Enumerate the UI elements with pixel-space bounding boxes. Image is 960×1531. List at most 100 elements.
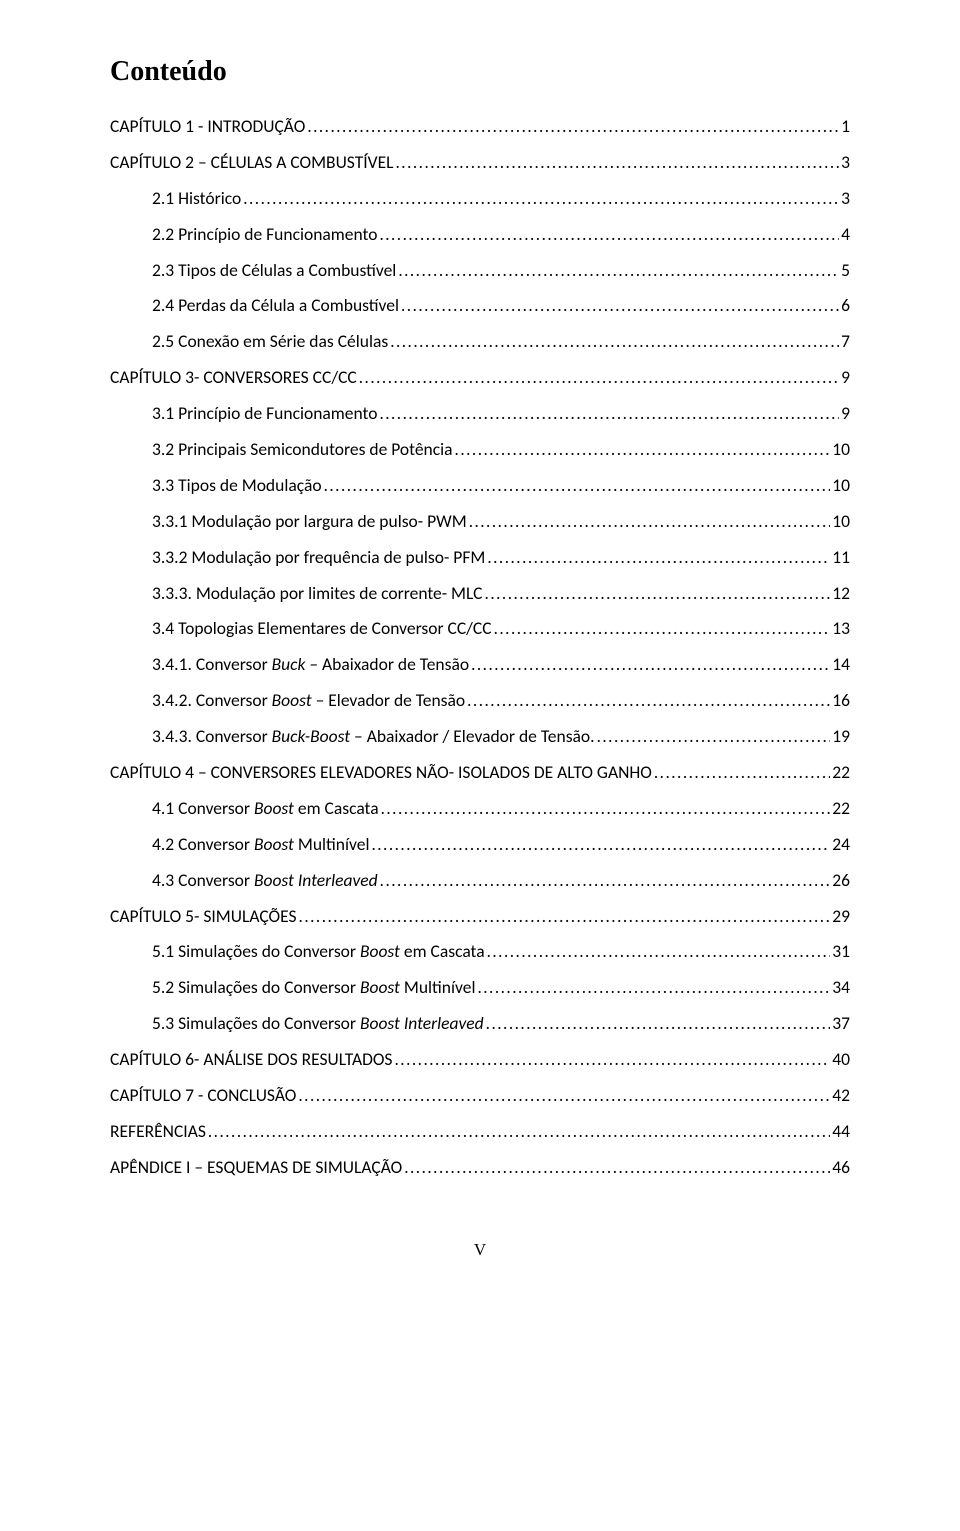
toc-leader xyxy=(487,941,831,962)
toc-label-pre: 4.3 Conversor xyxy=(152,869,254,891)
toc-label-pre: 5.1 Simulações do Conversor xyxy=(152,940,360,962)
toc-entry-page: 9 xyxy=(841,403,850,424)
toc-entry-label: CAPÍTULO 3- CONVERSORES CC/CC xyxy=(110,367,357,388)
toc-leader xyxy=(485,583,831,604)
toc-leader xyxy=(597,726,831,747)
toc-entry-page: 44 xyxy=(832,1121,850,1142)
toc-entry-label: 2.3 Tipos de Células a Combustível xyxy=(152,260,396,281)
toc-leader xyxy=(394,1049,830,1070)
toc-entry: 5.2 Simulações do Conversor Boost Multin… xyxy=(110,977,850,998)
toc-label-em: Buck-Boost xyxy=(272,725,350,747)
toc-entry-page: 12 xyxy=(832,583,850,604)
toc-label-pre: 5.2 Simulações do Conversor xyxy=(152,976,360,998)
toc-entry: 3.3.3. Modulação por limites de corrente… xyxy=(110,583,850,604)
toc-leader xyxy=(379,403,839,424)
toc-entry-page: 3 xyxy=(841,152,850,173)
toc-entry: REFERÊNCIAS 44 xyxy=(110,1121,850,1142)
toc-label-em: Boost Interleaved xyxy=(254,869,378,891)
toc-entry: 3.4.2. Conversor Boost – Elevador de Ten… xyxy=(110,690,850,711)
toc-entry-label: 4.3 Conversor Boost Interleaved xyxy=(152,870,378,891)
toc-label-em: Boost Interleaved xyxy=(360,1012,484,1034)
toc-entry-label: 2.2 Princípio de Funcionamento xyxy=(152,224,377,245)
toc-entry-page: 6 xyxy=(841,295,850,316)
toc-leader xyxy=(654,762,830,783)
toc-entry-label: 3.3.2 Modulação por frequência de pulso-… xyxy=(152,547,485,568)
toc-entry: 4.3 Conversor Boost Interleaved26 xyxy=(110,870,850,891)
toc-entry-label: 4.2 Conversor Boost Multinível xyxy=(152,834,369,855)
toc-entry-label: 4.1 Conversor Boost em Cascata xyxy=(152,798,379,819)
toc-label-em: Buck xyxy=(272,653,306,675)
toc-entry: CAPÍTULO 5- SIMULAÇÕES29 xyxy=(110,906,850,927)
toc-entry-page: 37 xyxy=(832,1013,850,1034)
toc-entry-label: 2.4 Perdas da Célula a Combustível xyxy=(152,295,399,316)
toc-label-pre: 3.4.1. Conversor xyxy=(152,653,272,675)
toc-entry-page: 7 xyxy=(841,331,850,352)
toc-entry-label: 3.3.1 Modulação por largura de pulso- PW… xyxy=(152,511,467,532)
toc-entry-label: 3.3.3. Modulação por limites de corrente… xyxy=(152,583,483,604)
toc-entry-page: 24 xyxy=(832,834,850,855)
toc-entry-label: 3.2 Principais Semicondutores de Potênci… xyxy=(152,439,453,460)
toc-entry-label: 3.4 Topologias Elementares de Conversor … xyxy=(152,618,492,639)
toc-label-em: Boost xyxy=(272,689,312,711)
toc-leader xyxy=(477,977,830,998)
toc-label-post: – Abaixador de Tensão xyxy=(305,653,469,675)
toc-entry: 2.4 Perdas da Célula a Combustível 6 xyxy=(110,295,850,316)
toc-entry-page: 31 xyxy=(832,941,850,962)
toc-leader xyxy=(494,618,831,639)
toc-entry: 3.2 Principais Semicondutores de Potênci… xyxy=(110,439,850,460)
toc-leader xyxy=(307,116,839,137)
toc-label-pre: 3.4.2. Conversor xyxy=(152,689,272,711)
toc-leader xyxy=(208,1121,830,1142)
toc-entry-label: CAPÍTULO 5- SIMULAÇÕES xyxy=(110,906,297,927)
toc-entry: CAPÍTULO 7 - CONCLUSÃO42 xyxy=(110,1085,850,1106)
toc-entry: 3.3.2 Modulação por frequência de pulso-… xyxy=(110,547,850,568)
toc-leader xyxy=(298,1085,830,1106)
toc-label-post: em Cascata xyxy=(294,797,379,819)
toc-leader xyxy=(401,295,839,316)
toc-leader xyxy=(486,1013,831,1034)
toc-leader xyxy=(380,870,831,891)
toc-label-post: Multinível xyxy=(400,976,476,998)
toc-entry-page: 46 xyxy=(832,1157,850,1178)
toc-entry-page: 19 xyxy=(832,726,850,747)
toc-entry: 3.4.1. Conversor Buck – Abaixador de Ten… xyxy=(110,654,850,675)
toc-entry-page: 22 xyxy=(832,798,850,819)
toc-entry: 3.1 Princípio de Funcionamento9 xyxy=(110,403,850,424)
toc-entry-label: 5.3 Simulações do Conversor Boost Interl… xyxy=(152,1013,484,1034)
toc-entry-label: CAPÍTULO 4 – CONVERSORES ELEVADORES NÃO-… xyxy=(110,762,652,783)
toc-entry-page: 4 xyxy=(841,224,850,245)
toc-entry: 4.2 Conversor Boost Multinível 24 xyxy=(110,834,850,855)
toc-entry: 2.5 Conexão em Série das Células 7 xyxy=(110,331,850,352)
toc-leader xyxy=(324,475,831,496)
toc-entry-page: 1 xyxy=(841,116,850,137)
toc-entry: 4.1 Conversor Boost em Cascata 22 xyxy=(110,798,850,819)
toc-leader xyxy=(371,834,830,855)
toc-entry: 3.3.1 Modulação por largura de pulso- PW… xyxy=(110,511,850,532)
toc-entry: 3.4 Topologias Elementares de Conversor … xyxy=(110,618,850,639)
toc-entry: 2.2 Princípio de Funcionamento 4 xyxy=(110,224,850,245)
toc-entry-label: 3.4.3. Conversor Buck-Boost – Abaixador … xyxy=(152,726,595,747)
toc-label-post: Multinível xyxy=(294,833,370,855)
toc-entry-page: 13 xyxy=(832,618,850,639)
toc-entry-page: 40 xyxy=(832,1049,850,1070)
toc-entry: CAPÍTULO 6- ANÁLISE DOS RESULTADOS40 xyxy=(110,1049,850,1070)
toc-label-em: Boost xyxy=(254,833,294,855)
toc-label-pre: 4.1 Conversor xyxy=(152,797,254,819)
toc-leader xyxy=(299,906,831,927)
toc-entry-label: 5.1 Simulações do Conversor Boost em Cas… xyxy=(152,941,485,962)
toc-label-em: Boost xyxy=(360,940,400,962)
toc-entry-page: 5 xyxy=(841,260,850,281)
toc-entry-label: REFERÊNCIAS xyxy=(110,1121,206,1142)
toc-label-pre: 3.4.3. Conversor xyxy=(152,725,272,747)
toc-entry-page: 14 xyxy=(832,654,850,675)
toc-entry: 2.1 Histórico3 xyxy=(110,188,850,209)
toc-entry-page: 10 xyxy=(832,439,850,460)
toc-leader xyxy=(471,654,830,675)
toc-entry-label: APÊNDICE I – ESQUEMAS DE SIMULAÇÃO xyxy=(110,1157,402,1178)
toc-entry: 5.3 Simulações do Conversor Boost Interl… xyxy=(110,1013,850,1034)
toc-entry-page: 11 xyxy=(832,547,850,568)
toc-entry-label: CAPÍTULO 2 – CÉLULAS A COMBUSTÍVEL xyxy=(110,152,394,173)
toc-entry: 3.4.3. Conversor Buck-Boost – Abaixador … xyxy=(110,726,850,747)
toc-entry-label: 2.5 Conexão em Série das Células xyxy=(152,331,388,352)
toc-entry: CAPÍTULO 1 - INTRODUÇÃO1 xyxy=(110,116,850,137)
